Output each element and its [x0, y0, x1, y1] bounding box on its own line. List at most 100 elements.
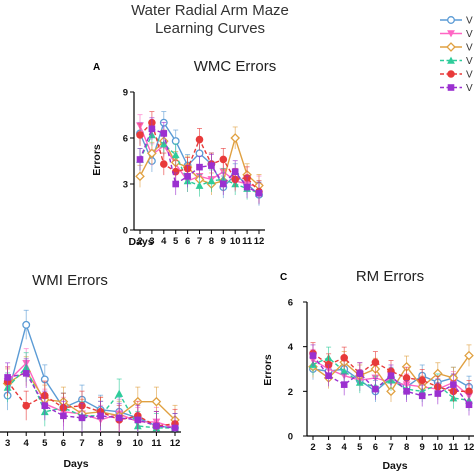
panel-c-x-label: Days: [382, 460, 407, 472]
series-line: [7, 370, 176, 421]
data-point: [136, 156, 144, 163]
series-line: [7, 362, 176, 429]
panel-c-title: RM Errors: [355, 268, 425, 285]
series-line: [312, 352, 469, 393]
data-point: [255, 189, 263, 197]
panel-a-x-tick-label: 9: [221, 236, 226, 247]
data-point: [372, 385, 379, 393]
data-point: [195, 149, 204, 158]
data-point: [243, 183, 251, 191]
panel-b-x-tick-label: 10: [133, 438, 144, 449]
data-point: [171, 424, 179, 432]
legend-marker: [447, 30, 455, 38]
panel-c-x-tick-label: 8: [404, 442, 409, 453]
panel-a-x-tick-label: 5: [173, 236, 179, 247]
panel-b-x-tick-label: 7: [79, 438, 84, 449]
panel-a-y-tick-label: 0: [123, 226, 128, 237]
data-point: [184, 173, 191, 180]
data-point: [135, 171, 145, 182]
data-point: [60, 412, 67, 420]
data-point: [387, 372, 395, 379]
data-point: [464, 350, 474, 361]
data-point: [340, 381, 348, 388]
panel-b-title: WMI Errors: [32, 272, 108, 289]
panel-b-x-tick-label: 8: [98, 438, 103, 449]
panel-a-title: WMC Errors: [193, 58, 277, 75]
legend-label: V: [466, 83, 473, 94]
data-point: [309, 352, 317, 359]
data-point: [230, 133, 241, 143]
data-point: [151, 396, 162, 407]
data-point: [340, 367, 349, 375]
panel-b-series-6: [4, 358, 179, 432]
panel-c-letter: C: [280, 272, 288, 283]
series-line: [7, 381, 176, 427]
data-point: [418, 392, 426, 400]
panel-b-x-tick-label: 3: [5, 438, 10, 449]
data-point: [153, 422, 160, 430]
panel-c-y-label: Errors: [262, 354, 274, 386]
data-point: [434, 390, 442, 397]
panel-c-x-tick-label: 4: [342, 442, 348, 453]
panel-a-x-tick-label: 2: [137, 236, 142, 247]
data-point: [41, 402, 49, 410]
data-point: [147, 148, 157, 159]
data-point: [115, 414, 123, 422]
data-point: [220, 180, 227, 188]
panel-a-x-tick-label: 3: [149, 236, 154, 247]
data-point: [171, 137, 180, 146]
panel-c-x-tick-label: 12: [464, 442, 474, 453]
panel-b-series-3: [2, 356, 180, 432]
panel-a-x-tick-label: 4: [161, 236, 167, 247]
data-point: [171, 150, 180, 159]
legend-label: V: [466, 70, 473, 81]
legend-marker: [447, 56, 455, 64]
panel-a-letter: A: [93, 62, 101, 73]
panel-c-series-6: [309, 344, 473, 416]
figure-title: Water Radial Arm Maze: [131, 2, 289, 19]
legend-label: V: [466, 56, 473, 67]
data-point: [160, 160, 168, 168]
data-point: [208, 162, 215, 169]
panel-a-x-tick-label: 11: [242, 236, 253, 247]
legend-label: V: [466, 16, 473, 27]
data-point: [231, 168, 239, 176]
data-point: [78, 414, 86, 422]
panel-c-y-tick-label: 2: [288, 387, 293, 398]
panel-b-x-tick-label: 4: [24, 438, 30, 449]
series-line: [7, 366, 175, 429]
panel-b-x-tick-label: 11: [151, 438, 162, 449]
panel-b-series-4: [3, 352, 179, 432]
data-point: [22, 370, 30, 377]
panel-c-x-tick-label: 6: [373, 442, 378, 453]
legend-marker: [447, 84, 455, 91]
data-point: [148, 125, 156, 133]
panel-a-y-tick-label: 6: [123, 134, 128, 145]
panel-a-x-tick-label: 6: [185, 236, 190, 247]
panel-a-y-tick-label: 3: [123, 180, 128, 191]
panel-c-x-tick-label: 7: [388, 442, 393, 453]
panel-c-y-tick-label: 4: [288, 342, 294, 353]
panel-a-x-tick-label: 12: [254, 236, 265, 247]
data-point: [136, 131, 144, 139]
panel-b-x-tick-label: 9: [117, 438, 122, 449]
data-point: [115, 389, 124, 397]
data-point: [450, 381, 457, 388]
legend-marker: [447, 70, 455, 78]
data-point: [207, 177, 216, 185]
panel-a-x-tick-label: 7: [197, 236, 202, 247]
panel-c-x-tick-label: 5: [357, 442, 363, 453]
data-point: [386, 386, 396, 397]
legend-label: V: [466, 29, 473, 40]
panel-b-x-tick-label: 6: [61, 438, 66, 449]
data-point: [4, 374, 11, 381]
panel-c-y-tick-label: 6: [288, 298, 293, 309]
panel-b-series-2: [3, 348, 179, 432]
legend-marker: [447, 16, 455, 24]
panel-a-y-label: Errors: [91, 144, 103, 176]
panel-b-x-label: Days: [63, 458, 88, 470]
